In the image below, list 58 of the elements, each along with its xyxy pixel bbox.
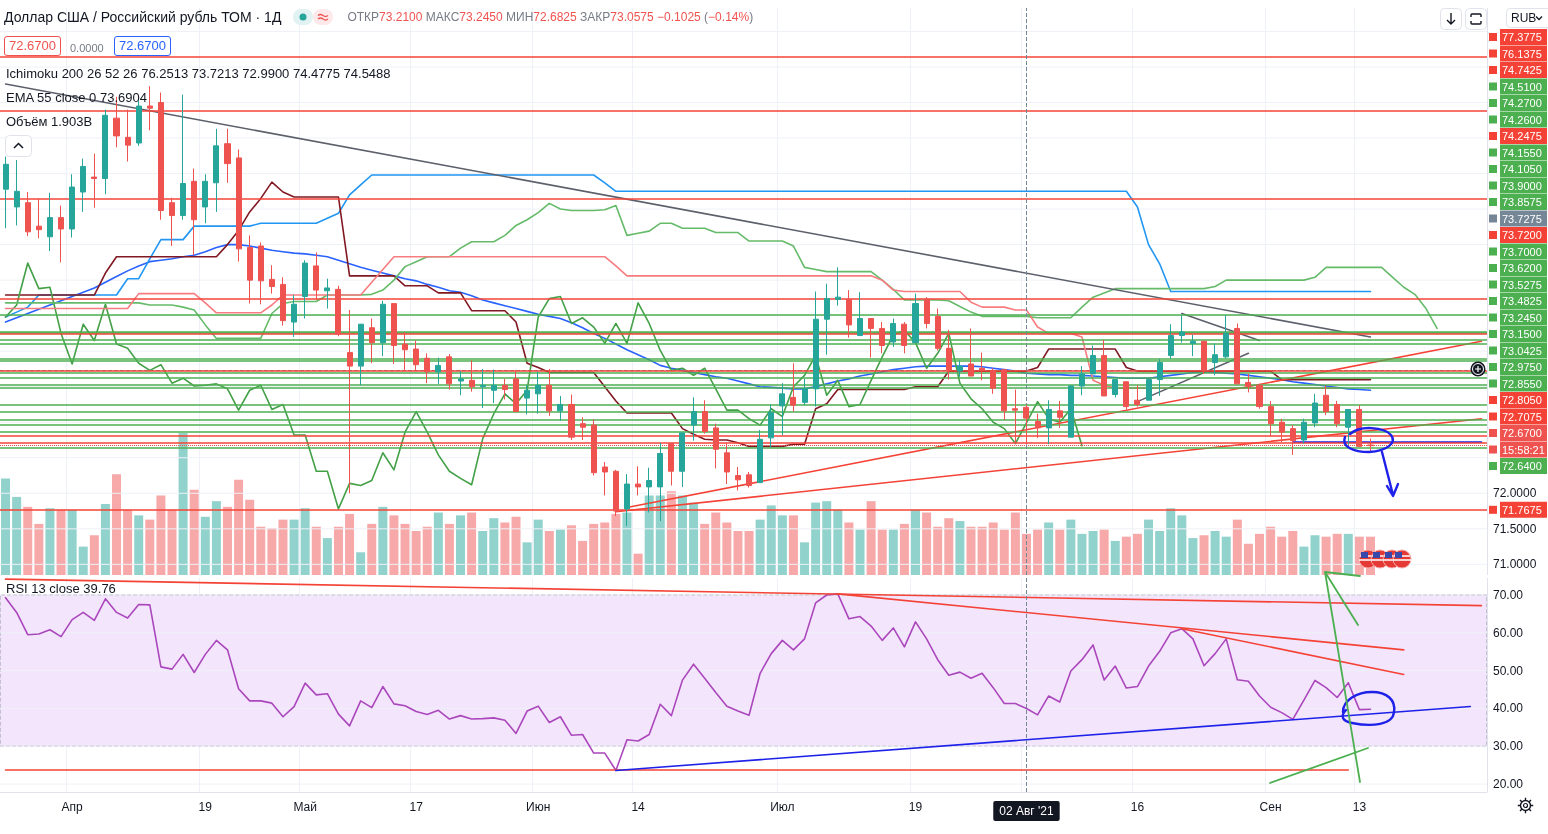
legend-label: 72.8050 — [1502, 394, 1542, 406]
legend-label: 77.3775 — [1502, 31, 1542, 43]
legend-label: 74.2475 — [1502, 130, 1542, 142]
legend-label: 73.8575 — [1502, 196, 1542, 208]
text: ОТКР73.2100 МАКС73.2450 МИН72.6825 ЗАКР73.0575 −0.1025 (−0.14%) — [347, 10, 754, 24]
legend-label: 74.2700 — [1502, 97, 1542, 109]
legend-label: 73.0425 — [1502, 344, 1542, 357]
x-tick-label: Апр — [61, 800, 84, 814]
legend-label: 73.7200 — [1502, 229, 1542, 241]
annotation: Объём 1.903B — [5, 114, 94, 130]
legend-label: 72.6400 — [1502, 460, 1542, 472]
legend-label: 73.9000 — [1502, 179, 1542, 192]
annotation: 0.0000 — [70, 41, 104, 56]
x-tick-label: 16 — [1130, 800, 1145, 814]
legend-label: 72.9750 — [1502, 361, 1542, 373]
legend-label: 72.7075 — [1502, 410, 1542, 423]
legend-label: 73.6200 — [1502, 262, 1542, 274]
legend-label: 74.1550 — [1502, 146, 1542, 159]
legend-label: 74.7425 — [1502, 64, 1542, 76]
annotation: RSI 13 close 39.76 — [5, 581, 117, 597]
legend-label: 74.1050 — [1502, 163, 1542, 175]
x-tick-label: Июн — [526, 800, 551, 814]
y-tick-label: 71.5000 — [1493, 521, 1537, 536]
text: 15:58:21 — [1502, 443, 1545, 456]
text: RUB — [1506, 8, 1548, 28]
x-tick-label: 14 — [631, 800, 646, 814]
y-tick-label: 72.0000 — [1493, 486, 1537, 501]
legend-label: 73.7275 — [1502, 212, 1542, 225]
legend-label: 73.4825 — [1502, 295, 1542, 307]
legend-label: 73.1500 — [1502, 328, 1542, 340]
y-tick-label: 71.0000 — [1493, 557, 1537, 572]
legend-label: 72.6700 — [1502, 427, 1542, 439]
legend-label: 72.8550 — [1502, 377, 1542, 390]
x-tick-label: 17 — [409, 800, 424, 814]
x-tick-label: Июл — [770, 800, 795, 814]
legend-label: 74.5100 — [1502, 80, 1542, 93]
y-tick-label: 40.00 — [1493, 701, 1524, 716]
annotation: 72.6700 — [4, 36, 61, 56]
x-tick-label: Сен — [1259, 800, 1282, 814]
y-tick-label: 70.00 — [1493, 588, 1524, 603]
y-tick-label: 60.00 — [1493, 625, 1524, 640]
chart-title: Доллар США / Российский рубль ТОМ · 1Д — [4, 9, 282, 25]
x-tick-label: 19 — [908, 800, 923, 814]
legend-label: 73.7000 — [1502, 245, 1542, 258]
y-tick-label: 50.00 — [1493, 663, 1524, 678]
annotation: 72.6700 — [114, 36, 171, 56]
annotation: Ichimoku 200 26 52 26 76.2513 73.7213 72.9900 74.4775 74.5488 — [5, 66, 392, 82]
legend-label: 74.2600 — [1502, 113, 1542, 126]
x-tick-label: 13 — [1352, 800, 1367, 814]
legend-label: 73.5275 — [1502, 278, 1542, 291]
legend-label: 73.2450 — [1502, 311, 1542, 324]
y-tick-label: 30.00 — [1493, 739, 1524, 754]
ref-line-label: 71.7675 — [1502, 503, 1542, 516]
x-tick-label: 19 — [198, 800, 213, 814]
x-tick-label: 02 Авг '21 — [999, 804, 1054, 818]
legend-label: 76.1375 — [1502, 47, 1542, 60]
y-tick-label: 20.00 — [1493, 777, 1524, 792]
x-tick-label: Май — [293, 800, 317, 814]
